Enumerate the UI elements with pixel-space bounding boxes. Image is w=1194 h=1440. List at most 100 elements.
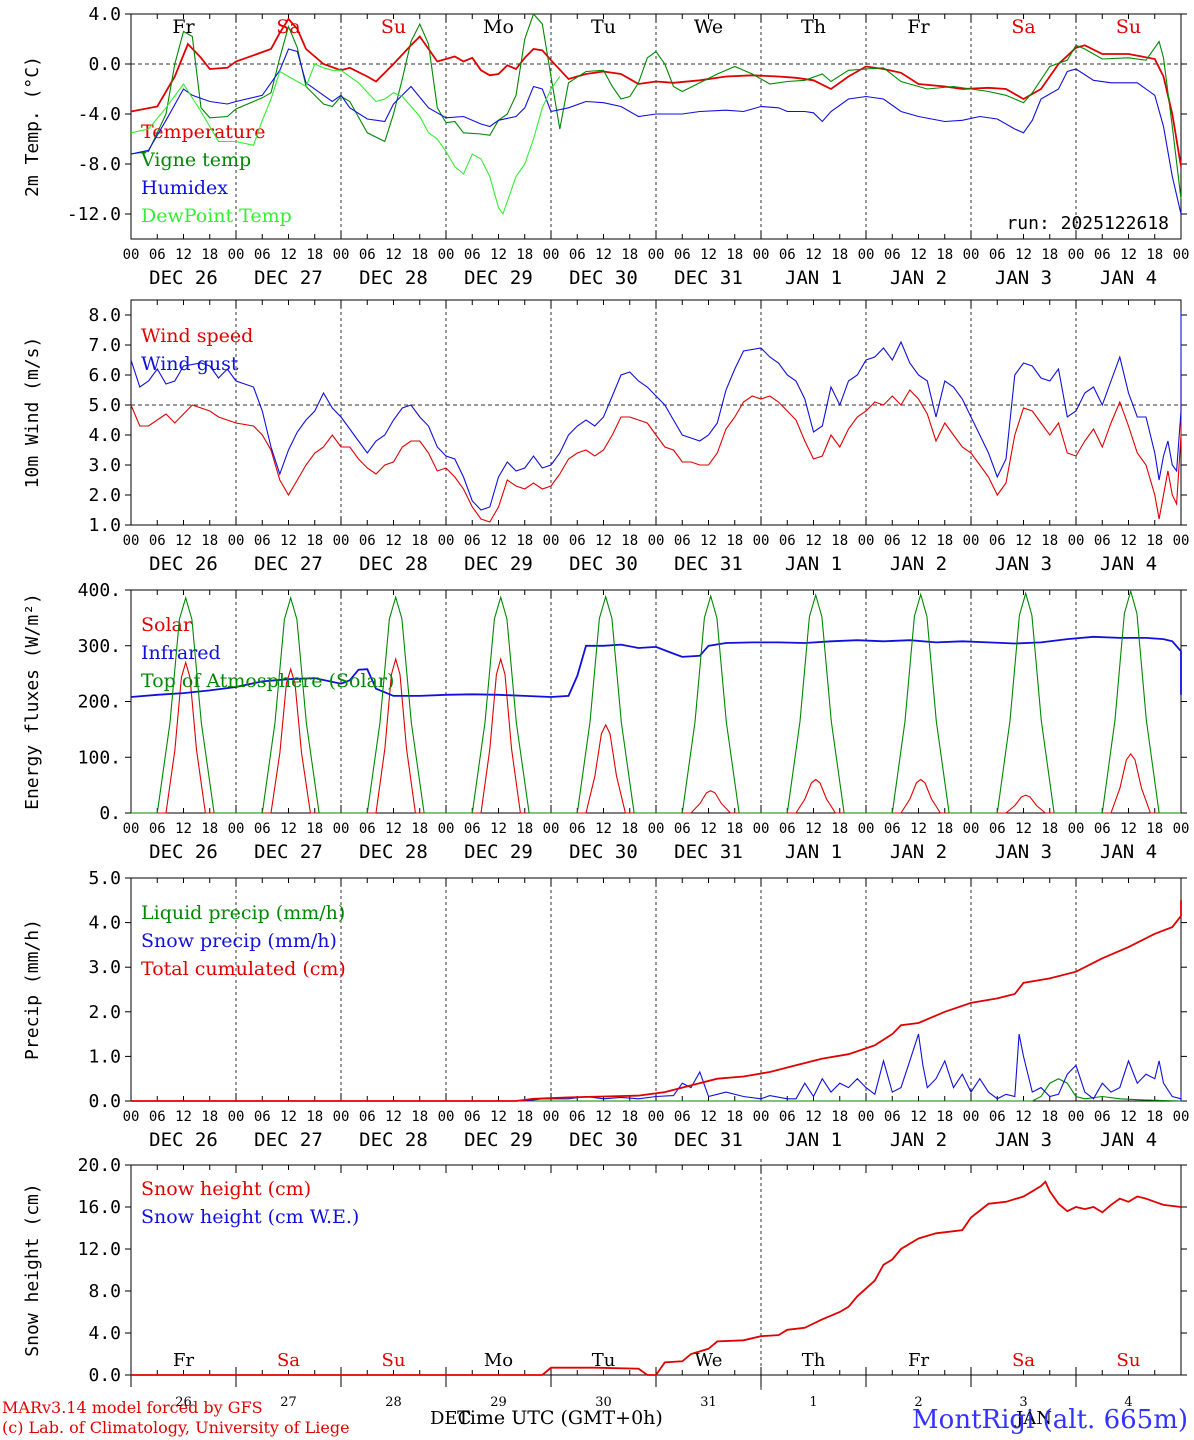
date-label: DEC 26 xyxy=(149,1129,218,1151)
panel-precip: 0.0 1.0 2.0 3.0 4.0 5.0 Precip (mm/h) 00 06 12 18 D… xyxy=(22,868,1189,1151)
hour-tick-label: 00 xyxy=(1068,247,1085,263)
y-tick-label: 300. xyxy=(78,636,121,657)
hour-tick-label: 12 xyxy=(280,1109,297,1125)
hour-tick-label: 06 xyxy=(674,821,691,837)
day-number-label: 2 xyxy=(914,1395,922,1410)
hour-tick-label: 18 xyxy=(621,247,638,263)
hour-tick-label: 06 xyxy=(779,247,796,263)
hour-tick-label: 00 xyxy=(1068,533,1085,549)
hour-tick-label: 00 xyxy=(123,1109,140,1125)
day-number-label: 30 xyxy=(595,1395,612,1410)
hour-tick-label: 12 xyxy=(910,247,927,263)
hour-tick-label: 18 xyxy=(1146,1109,1163,1125)
y-tick-label: 1.0 xyxy=(88,1046,121,1067)
weekday-label-bottom: Sa xyxy=(1012,1350,1035,1371)
date-label: JAN 4 xyxy=(1100,841,1157,863)
date-label: JAN 4 xyxy=(1100,1129,1157,1151)
legend-entry: DewPoint Temp xyxy=(141,205,292,227)
series-line-wind-1 xyxy=(130,312,1182,511)
hour-tick-label: 00 xyxy=(333,247,350,263)
hour-tick-label: 06 xyxy=(674,1109,691,1125)
hour-tick-label: 18 xyxy=(201,821,218,837)
y-axis-label: Snow height (cm) xyxy=(22,1183,43,1356)
hour-tick-label: 00 xyxy=(543,821,560,837)
hour-tick-label: 18 xyxy=(516,821,533,837)
day-number-label: 29 xyxy=(490,1395,507,1410)
hour-tick-label: 00 xyxy=(753,533,770,549)
weekday-label-bottom: Su xyxy=(382,1350,406,1371)
date-label: DEC 28 xyxy=(359,1129,428,1151)
hour-tick-label: 18 xyxy=(936,821,953,837)
weekday-label-bottom: Sa xyxy=(277,1350,300,1371)
hour-tick-label: 00 xyxy=(438,1109,455,1125)
hour-tick-label: 12 xyxy=(1120,533,1137,549)
hour-tick-label: 00 xyxy=(228,1109,245,1125)
weekday-label-top: Th xyxy=(801,16,826,38)
hour-tick-label: 00 xyxy=(648,247,665,263)
legend-entry: Solar xyxy=(141,614,193,636)
y-tick-label: 5.0 xyxy=(88,868,121,889)
hour-tick-label: 00 xyxy=(123,821,140,837)
hour-tick-label: 06 xyxy=(359,821,376,837)
day-number-label: 28 xyxy=(385,1395,402,1410)
hour-tick-label: 06 xyxy=(884,247,901,263)
hour-tick-label: 00 xyxy=(333,533,350,549)
y-axis-label: Precip (mm/h) xyxy=(22,919,43,1060)
weekday-label-bottom: Fr xyxy=(908,1350,929,1371)
hour-tick-label: 18 xyxy=(201,1109,218,1125)
weekday-label-top: Su xyxy=(381,16,406,38)
credit-line-2: (c) Lab. of Climatology, University of L… xyxy=(2,1418,350,1437)
date-label: DEC 27 xyxy=(254,841,323,863)
y-tick-label: 4.0 xyxy=(88,913,121,934)
hour-tick-label: 06 xyxy=(989,533,1006,549)
date-label: JAN 1 xyxy=(785,1129,842,1151)
hour-tick-label: 12 xyxy=(805,247,822,263)
hour-tick-label: 12 xyxy=(385,821,402,837)
hour-tick-label: 06 xyxy=(989,247,1006,263)
weekday-label-top: Fr xyxy=(907,16,930,38)
hour-tick-label: 00 xyxy=(753,247,770,263)
hour-tick-label: 00 xyxy=(753,821,770,837)
y-axis-label: 2m Temp. (°C) xyxy=(22,56,43,197)
hour-tick-label: 12 xyxy=(910,821,927,837)
hour-tick-label: 12 xyxy=(700,247,717,263)
y-tick-label: 8.0 xyxy=(88,305,121,326)
hour-tick-label: 18 xyxy=(1041,821,1058,837)
y-tick-label: 1.0 xyxy=(88,515,121,536)
series-line-energy-2 xyxy=(131,589,1181,814)
hour-tick-label: 06 xyxy=(464,821,481,837)
hour-tick-label: 12 xyxy=(805,533,822,549)
hour-tick-label: 18 xyxy=(936,247,953,263)
hour-tick-label: 18 xyxy=(1041,533,1058,549)
hour-tick-label: 00 xyxy=(543,247,560,263)
legend-entry: Infrared xyxy=(141,642,221,664)
legend-entry: Liquid precip (mm/h) xyxy=(141,902,345,924)
y-axis-label: Energy fluxes (W/m²) xyxy=(22,593,43,810)
hour-tick-label: 12 xyxy=(595,533,612,549)
hour-tick-label: 12 xyxy=(385,247,402,263)
hour-tick-label: 06 xyxy=(674,247,691,263)
y-tick-label: -12.0 xyxy=(67,204,121,225)
hour-tick-label: 18 xyxy=(621,821,638,837)
hour-tick-label: 18 xyxy=(201,247,218,263)
hour-tick-label: 18 xyxy=(1041,247,1058,263)
weekday-label-top: Fr xyxy=(172,16,195,38)
hour-tick-label: 12 xyxy=(280,533,297,549)
hour-tick-label: 18 xyxy=(831,1109,848,1125)
hour-tick-label: 00 xyxy=(228,821,245,837)
hour-tick-label: 06 xyxy=(989,1109,1006,1125)
date-label: DEC 30 xyxy=(569,553,638,575)
hour-tick-label: 06 xyxy=(674,533,691,549)
date-label: JAN 1 xyxy=(785,267,842,289)
hour-tick-label: 12 xyxy=(175,821,192,837)
y-tick-label: 16.0 xyxy=(78,1197,121,1218)
date-label: JAN 4 xyxy=(1100,267,1157,289)
day-number-label: 4 xyxy=(1124,1395,1132,1410)
bottom-month-label-2: JAN xyxy=(1014,1408,1052,1429)
hour-tick-label: 00 xyxy=(648,821,665,837)
y-tick-label: 0. xyxy=(99,803,121,824)
hour-tick-label: 12 xyxy=(490,247,507,263)
hour-tick-label: 12 xyxy=(280,247,297,263)
hour-tick-label: 18 xyxy=(306,247,323,263)
